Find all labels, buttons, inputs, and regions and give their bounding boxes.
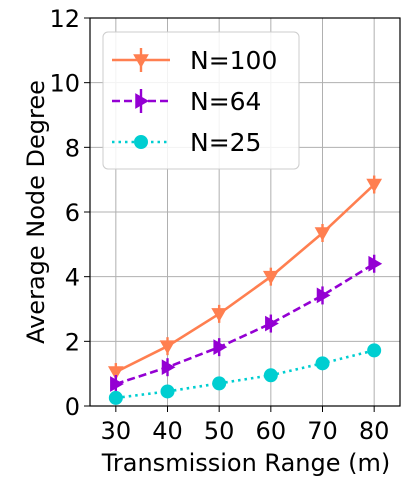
series-1 [110,254,383,394]
data-point [316,287,331,304]
data-point [263,368,278,383]
legend-marker [134,135,148,149]
legend-marker [133,54,149,69]
y-axis-label: Average Node Degree [22,80,50,344]
x-tick-label: 60 [256,417,287,445]
x-tick-label: 50 [204,417,235,445]
x-tick-label: 40 [152,417,183,445]
data-point [315,356,330,371]
data-point [212,376,227,391]
x-tick-label: 30 [101,417,132,445]
series-line [115,183,376,374]
y-tick-label: 12 [49,5,80,33]
data-point [366,178,383,193]
y-tick-label: 6 [65,199,80,227]
series-0 [107,175,383,382]
data-point [367,343,382,358]
series-line [115,349,375,400]
y-tick-label: 0 [65,393,80,421]
data-point [262,270,279,285]
data-point [110,376,124,392]
data-point [160,384,175,399]
legend-label: N=25 [190,128,261,157]
data-point [161,359,176,376]
series-line [115,262,375,386]
x-tick-label: 70 [307,417,338,445]
data-point [108,390,123,405]
legend-marker [135,93,150,109]
x-tick-label: 80 [359,417,390,445]
data-point [213,339,228,356]
legend-label: N=100 [190,46,277,75]
legend-label: N=64 [190,87,261,116]
legend: N=100 N=64 N=25 [102,31,300,170]
y-tick-label: 4 [65,264,80,292]
y-tick-label: 10 [49,70,80,98]
legend-entry: N=100 [112,46,277,75]
x-axis-label: Transmission Range (m) [101,449,390,477]
legend-entry: N=64 [112,87,261,116]
y-tick-label: 8 [65,134,80,162]
ticks: 30 40 50 60 70 80 0 2 4 6 8 10 12 [49,5,389,445]
data-point [107,366,124,381]
series-layer [107,175,383,405]
series-2 [108,343,382,405]
data-point [211,308,228,322]
data-point [265,315,279,332]
legend-entry: N=25 [112,128,261,157]
legend-box [102,31,300,170]
data-point [159,340,176,355]
y-tick-label: 2 [65,328,80,356]
data-point [368,255,383,272]
data-point [314,227,331,242]
